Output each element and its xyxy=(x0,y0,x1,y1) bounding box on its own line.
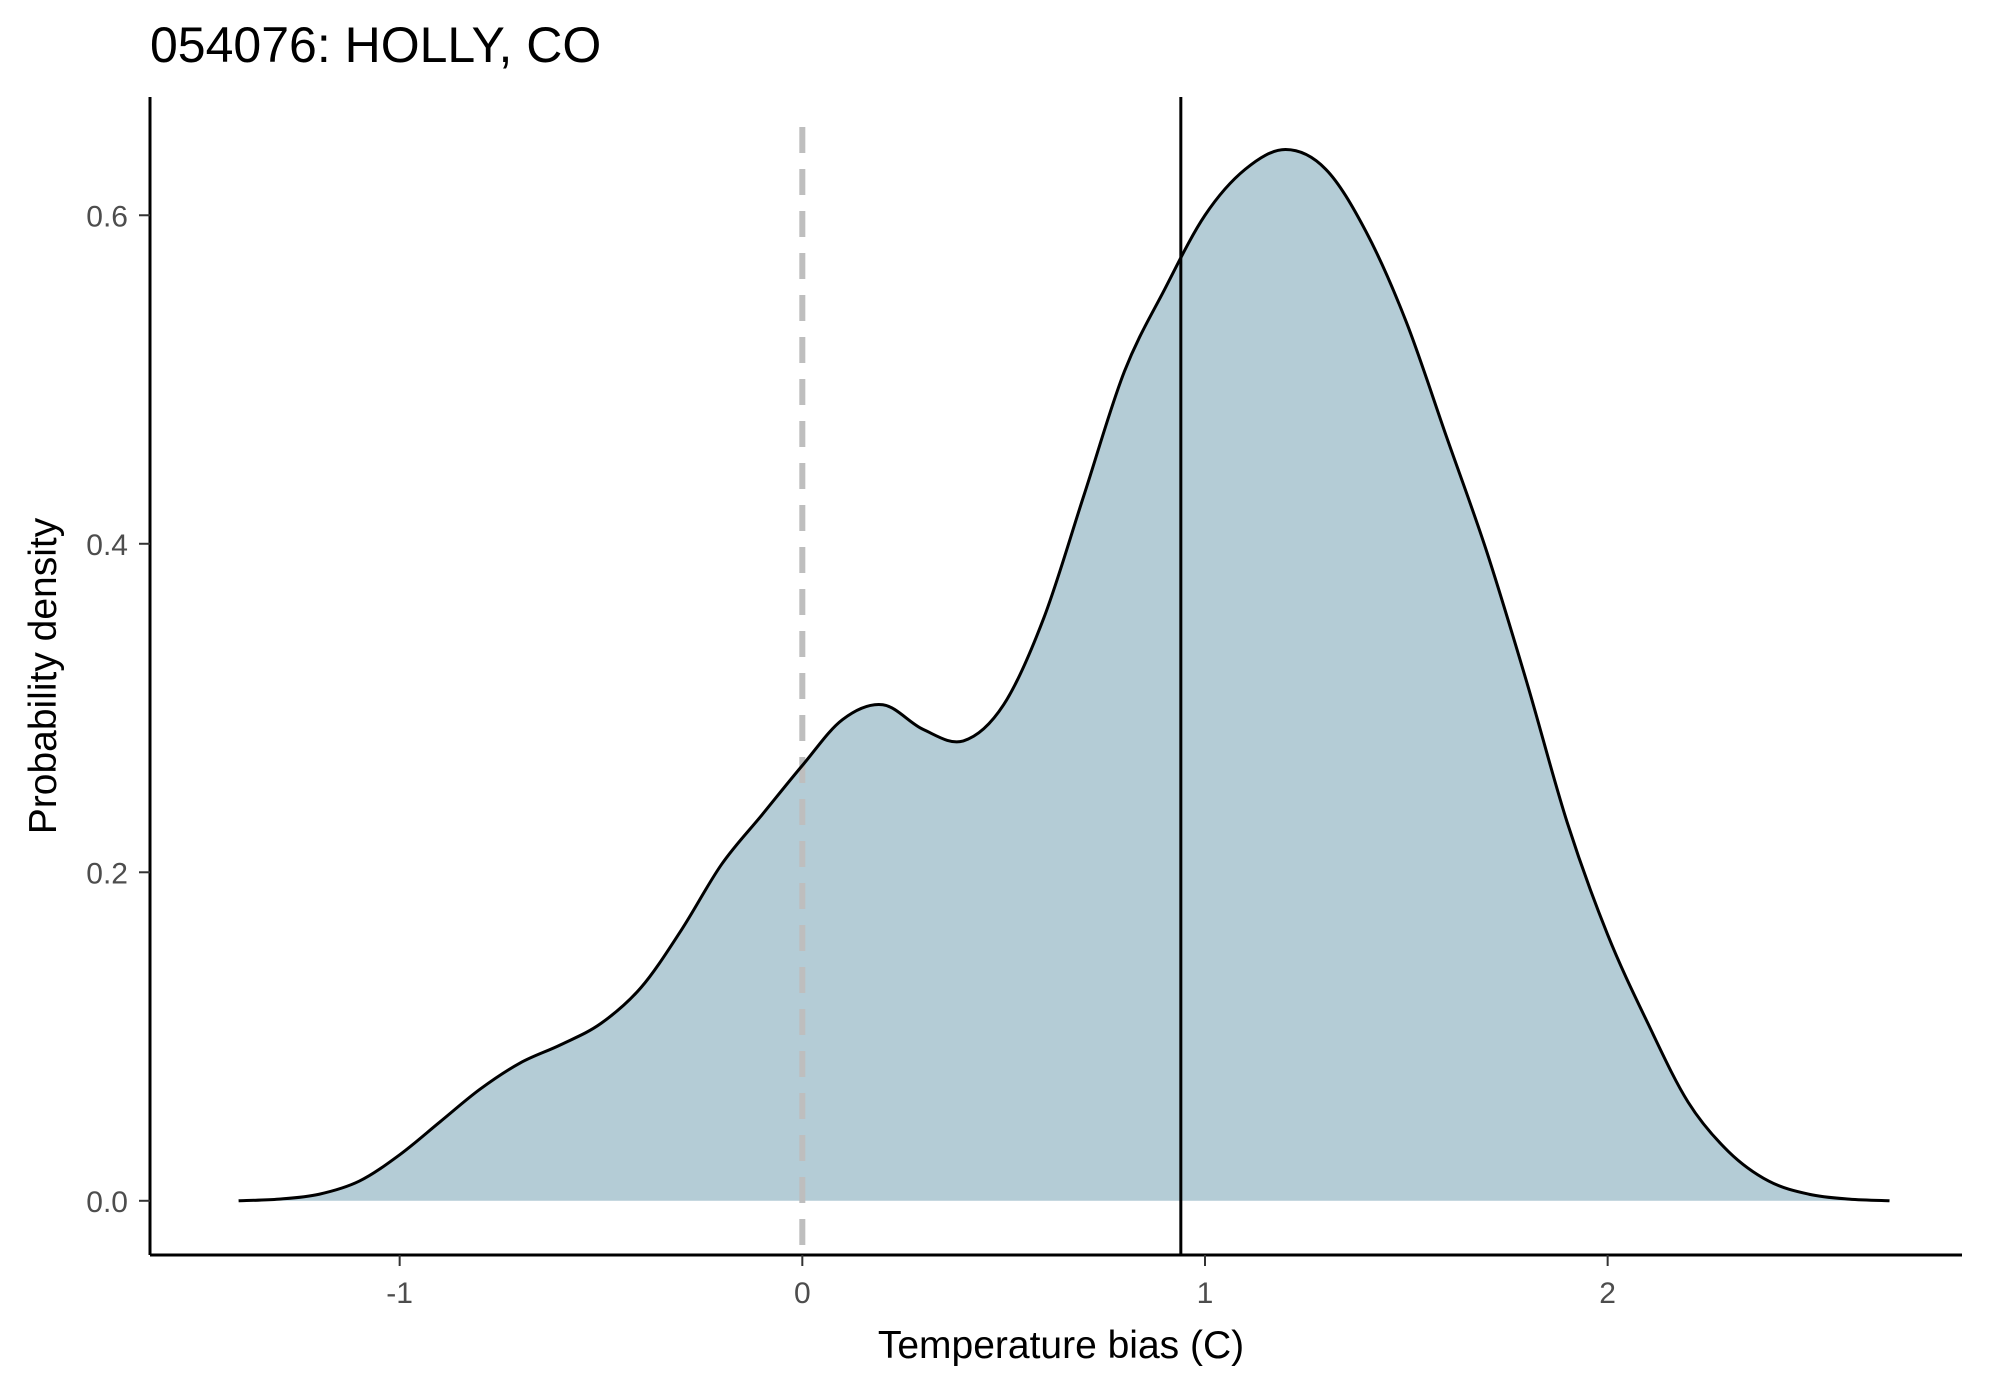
y-axis-ticks: 0.0 0.2 0.4 0.6 xyxy=(86,200,150,1219)
chart-title: 054076: HOLLY, CO xyxy=(150,17,601,73)
x-tick-label: 2 xyxy=(1599,1277,1616,1310)
y-tick-label: 0.0 xyxy=(86,1186,128,1219)
x-axis-title: Temperature bias (C) xyxy=(878,1324,1244,1367)
x-tick-label: 0 xyxy=(794,1277,811,1310)
y-tick-label: 0.6 xyxy=(86,200,128,233)
plot-area xyxy=(238,97,1890,1255)
x-tick-label: -1 xyxy=(386,1277,413,1310)
y-tick-label: 0.4 xyxy=(86,529,128,562)
y-tick-label: 0.2 xyxy=(86,857,128,890)
x-tick-label: 1 xyxy=(1197,1277,1214,1310)
density-curve xyxy=(238,148,1890,1203)
density-fill xyxy=(238,149,1890,1201)
y-axis-title: Probability density xyxy=(22,517,65,834)
x-axis-ticks: -1 0 1 2 xyxy=(386,1255,1616,1310)
